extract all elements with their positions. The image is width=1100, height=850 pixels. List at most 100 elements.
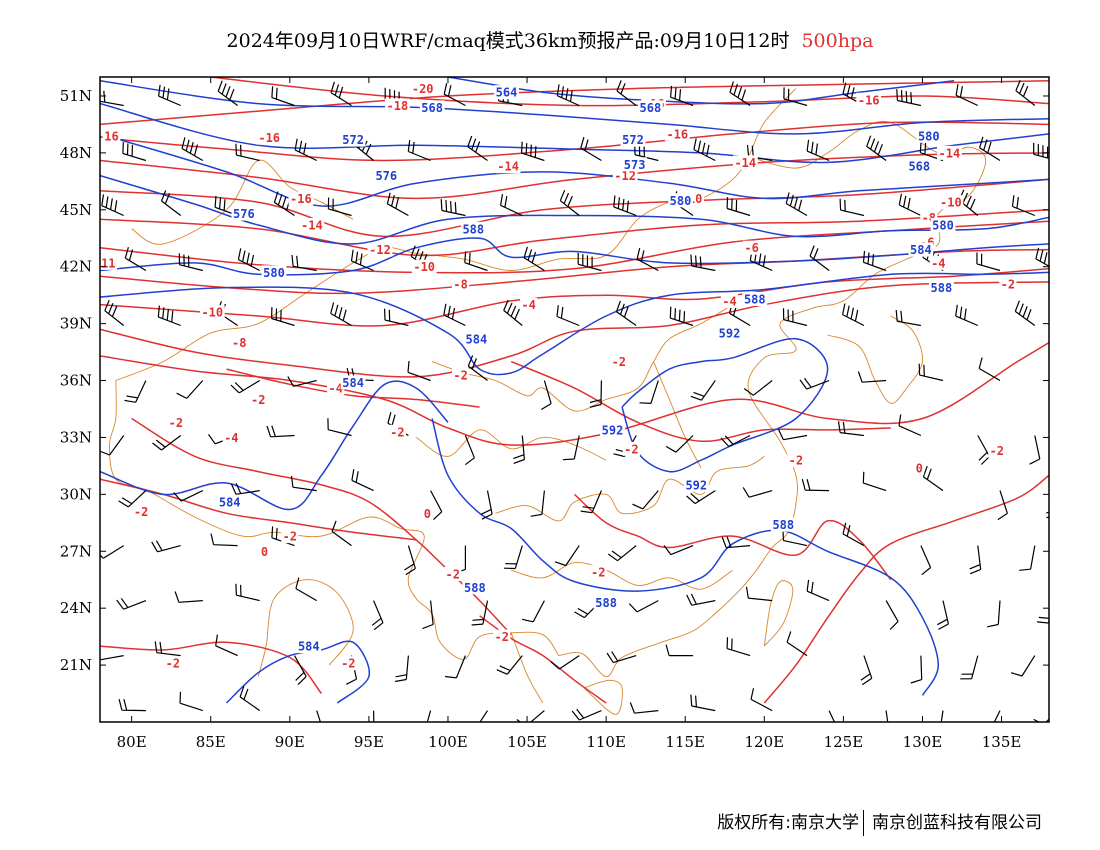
wind-barb [158,84,181,107]
temperature-contour [100,178,1049,238]
temperature-label: -14 [497,160,519,174]
height-label-halo [296,639,322,654]
temperature-label-halo [929,255,947,270]
wind-barb [786,631,808,657]
wind-barb [785,192,808,217]
wind-barb [214,195,238,217]
height-label: 584 [466,332,488,346]
lat-tick-label: 21N [60,656,92,674]
wind-barb [294,138,317,162]
wind-barb [471,600,489,626]
lon-tick-label: 120E [745,733,785,751]
height-label: 592 [685,478,707,492]
temperature-label-halo [938,195,964,210]
height-contour [100,174,1049,245]
wind-barb [1056,381,1067,410]
temperature-label: -2 [341,657,355,671]
temperature-label-halo [743,240,761,255]
wind-barb [866,135,887,161]
wind-barb [613,195,637,217]
temperature-contour [763,474,1049,704]
wind-barb [969,545,982,575]
temperature-label-halo [937,145,962,160]
wind-barb [562,435,580,461]
temperature-label-halo [856,92,882,107]
wind-barb [157,305,181,327]
wind-barb [742,487,773,498]
border-line [583,679,623,715]
border-line [109,380,560,660]
wind-barb [480,490,493,520]
wind-barb [615,300,637,326]
wind-barb [235,143,260,162]
wind-barb [955,83,979,107]
height-label: 580 [932,219,954,233]
copyright-footer: 版权所有:南京大学 南京创蓝科技有限公司 [717,808,1042,836]
wind-barb [426,710,432,722]
height-contour [447,77,955,105]
height-label-halo [340,132,366,147]
wind-barb [686,490,716,505]
temperature-label-halo [610,354,628,369]
wind-barb [577,252,602,272]
wind-barb [443,82,466,107]
temperature-label-halo [199,305,225,320]
wind-barb [898,414,922,437]
temperature-label: -2 [445,568,459,582]
temperature-label: -4 [328,382,342,396]
temperature-label: -2 [990,444,1004,458]
wind-barb [777,429,808,441]
temperature-label: -2 [624,442,638,456]
wind-barb [726,637,751,657]
wind-barb [179,691,203,712]
wind-barb [842,303,865,327]
wind-barb [940,710,944,722]
wind-barb [1033,142,1049,160]
wind-barb [857,371,887,383]
temperature-label: -2 [390,425,404,439]
wind-barb [235,583,260,602]
temperature-label: -20 [412,82,434,96]
temperature-label: -14 [301,219,323,233]
height-label: 568 [421,101,443,115]
wind-barb [181,137,204,162]
lat-tick-label: 39N [60,315,92,333]
wind-barb [521,600,545,623]
wind-barb [960,655,979,680]
border-line [416,429,607,461]
temperature-label: -6 [744,241,758,255]
wind-barb [176,380,204,399]
wind-barb [607,545,637,562]
height-label: 588 [464,581,486,595]
wind-barb [979,136,1001,162]
height-contour [100,271,1049,376]
wind-barb [1011,195,1036,217]
height-label: 584 [342,376,364,390]
wind-barb [721,536,751,549]
temperature-label: -2 [134,505,148,519]
temperature-contour [510,360,891,442]
temperature-label: -12 [369,243,391,257]
wind-barb [174,591,203,603]
wind-barb [690,694,716,712]
height-label: 576 [233,207,255,221]
temperature-label: -2 [612,355,626,369]
wind-barb [862,250,887,272]
wind-barb [464,435,475,466]
temperature-label-halo [388,424,406,439]
temperature-label: -14 [734,156,756,170]
height-label: 584 [219,495,241,509]
wind-barb [118,698,146,712]
height-label: 576 [375,169,397,183]
wind-barb [384,308,409,327]
wind-barb [394,655,409,683]
temperature-label-halo [493,629,511,644]
height-label-halo [373,168,399,183]
temperature-label: -16 [666,127,688,141]
wind-barb [806,139,830,162]
height-label-halo [464,331,489,346]
temperature-label: -2 [591,566,605,580]
wind-barb [124,247,147,272]
wind-barb [842,522,865,547]
